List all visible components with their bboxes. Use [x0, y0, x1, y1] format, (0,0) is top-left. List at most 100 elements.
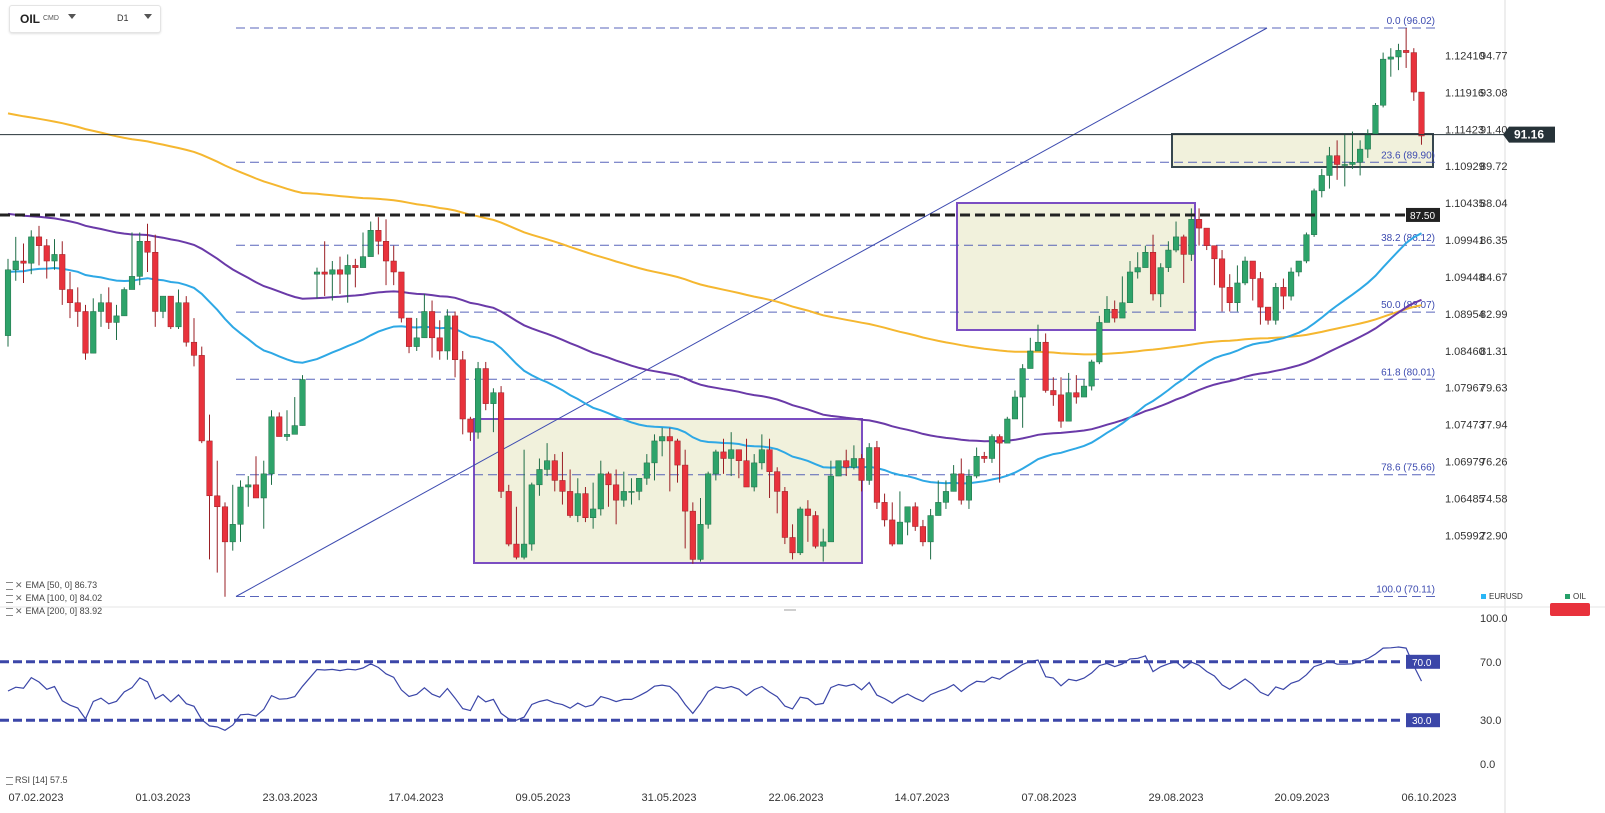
secondary-tick-label: 1.10435: [1445, 198, 1485, 210]
candle-body: [1234, 282, 1241, 303]
candle-body: [421, 311, 428, 339]
candle-body: [1372, 104, 1379, 135]
date-tick-label: 14.07.2023: [894, 792, 949, 804]
symbol-type: CMD: [43, 15, 59, 22]
candle-body: [1196, 219, 1203, 229]
candle-body: [735, 449, 742, 461]
candle-body: [689, 510, 696, 560]
candle-body: [190, 341, 198, 356]
date-tick-label: 23.03.2023: [262, 792, 317, 804]
date-tick-label: 22.06.2023: [768, 792, 823, 804]
list-icon[interactable]: [6, 581, 13, 590]
candle-body: [1311, 190, 1318, 235]
candle-body: [475, 368, 482, 433]
candle-body: [1280, 287, 1287, 297]
symbol-name[interactable]: OIL: [20, 12, 40, 26]
secondary-tick-label: 1.07473: [1445, 420, 1485, 432]
legend-ema50[interactable]: ✕ EMA [50, 0] 86.73: [6, 579, 102, 592]
candle-body: [245, 484, 252, 488]
candle-body: [1004, 418, 1011, 444]
list-icon[interactable]: [6, 776, 13, 785]
candle-body: [167, 295, 174, 328]
date-axis: 07.02.2023 01.03.2023 23.03.2023 17.04.2023…: [8, 792, 1456, 804]
key-level-label: 87.50: [1410, 211, 1435, 222]
candle-body: [1380, 58, 1387, 106]
candle-body: [996, 436, 1003, 444]
candle-body: [1403, 50, 1410, 53]
candle-body: [758, 449, 765, 464]
horizontal-levels[interactable]: [0, 134, 1505, 217]
candle-body: [175, 302, 182, 328]
rsi-legend[interactable]: RSI [14] 57.5: [6, 774, 68, 787]
legend-ema100[interactable]: ✕ EMA [100, 0] 84.02: [6, 592, 102, 605]
date-tick-label: 17.04.2023: [388, 792, 443, 804]
candle-body: [113, 315, 120, 323]
ema-lines: [7, 112, 1422, 485]
legend-label: EMA [100, 0]: [25, 593, 78, 603]
candle-body: [1303, 234, 1310, 262]
secondary-tick-label: 1.09941: [1445, 235, 1485, 247]
candle-body: [498, 392, 505, 492]
rsi-threshold-badge: [1406, 654, 1440, 669]
candle-body: [643, 462, 650, 479]
primary-instrument-chip[interactable]: OIL: [1565, 592, 1586, 601]
candle-body: [1395, 50, 1402, 58]
rsi-threshold-badge: [1406, 713, 1440, 728]
list-icon[interactable]: [6, 607, 13, 616]
candle-body: [682, 464, 689, 512]
candle-body: [444, 315, 451, 352]
symbol-toolbar[interactable]: OIL CMD D1: [9, 5, 161, 33]
candle-body: [1142, 251, 1149, 268]
candle-body: [521, 543, 528, 558]
candle-body: [214, 495, 221, 508]
candle-body: [1172, 236, 1180, 251]
close-icon[interactable]: ✕: [15, 580, 23, 590]
candle-body: [1096, 322, 1103, 363]
candle-body: [881, 502, 888, 521]
legend-label: EMA [50, 0]: [25, 580, 73, 590]
chevron-down-icon[interactable]: [68, 14, 76, 19]
candle-body: [1219, 258, 1226, 288]
list-icon[interactable]: [6, 594, 13, 603]
date-tick-label: 01.03.2023: [135, 792, 190, 804]
candle-body: [1019, 368, 1026, 398]
candle-body: [1349, 162, 1356, 165]
price-tick-label: 89.72: [1480, 161, 1508, 173]
timeframe-selector[interactable]: D1: [117, 13, 129, 23]
price-tick-label: 86.35: [1480, 235, 1508, 247]
close-icon[interactable]: ✕: [15, 593, 23, 603]
color-swatch: [1565, 594, 1570, 600]
candle-body: [74, 302, 81, 312]
price-tick-label: 82.99: [1480, 309, 1508, 321]
legend-ema200[interactable]: ✕ EMA [200, 0] 83.92: [6, 605, 102, 618]
candle-body: [1265, 306, 1272, 321]
fib-level-label: 100.0 (70.11): [1376, 585, 1435, 596]
rsi-tick-label: 70.0: [1480, 657, 1501, 669]
candle-body: [1050, 390, 1057, 396]
candle-body: [229, 524, 236, 543]
candle-body: [90, 311, 97, 354]
secondary-tick-label: 1.08460: [1445, 346, 1485, 358]
candle-body: [482, 368, 489, 404]
candle-body: [313, 271, 321, 275]
candle-body: [927, 515, 934, 543]
candle-body: [1226, 287, 1233, 303]
fib-level-label: 61.8 (80.01): [1381, 367, 1435, 378]
candle-body: [336, 269, 344, 275]
candle-body: [206, 440, 213, 497]
chevron-down-icon[interactable]: [144, 14, 152, 19]
candle-body: [1042, 341, 1049, 391]
candle-body: [1103, 309, 1111, 323]
secondary-instrument-chip[interactable]: EURUSD: [1481, 592, 1523, 601]
candle-body: [1364, 133, 1371, 150]
close-icon[interactable]: ✕: [15, 606, 23, 616]
date-tick-label: 31.05.2023: [641, 792, 696, 804]
price-tick-label: 74.58: [1480, 493, 1508, 505]
candle-body: [66, 289, 74, 303]
candle-body: [666, 436, 673, 442]
price-mode-button[interactable]: [1550, 603, 1590, 616]
candle-body: [1180, 236, 1187, 255]
rsi-threshold-label: 30.0: [1412, 716, 1432, 727]
candle-body: [152, 251, 159, 312]
